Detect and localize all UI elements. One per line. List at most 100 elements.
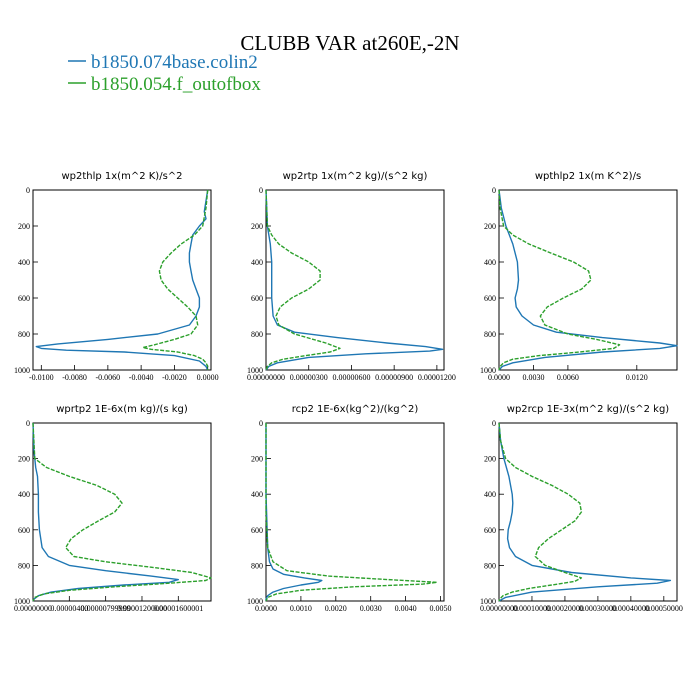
panel-1: wp2rtp 1x(m^2 kg)/(s^2 kg) 0 200 400 600 800 1…: [247, 171, 456, 382]
panel-title-1: wp2rtp 1x(m^2 kg)/(s^2 kg): [283, 171, 428, 182]
panel-title-5: wp2rcp 1E-3x(m^2 kg)/(s^2 kg): [507, 404, 670, 415]
xtick-label-0-4: -0.0020: [162, 373, 187, 382]
panel-5: wp2rcp 1E-3x(m^2 kg)/(s^2 kg) 0 200 400 600 8…: [480, 404, 683, 613]
panel-frame-5: [498, 422, 678, 602]
panel-4: rcp2 1E-6x(kg^2)/(kg^2) 0 200 400 600 800 1000…: [247, 404, 452, 613]
ytick-label-4-5: 1000: [247, 597, 263, 606]
series-line-0-0: [35, 189, 209, 371]
xtick-label-2-2: 0.0060: [557, 373, 579, 382]
ytick-label-4-4: 800: [251, 561, 263, 570]
xtick-label-3-0: 0.00000000: [14, 604, 52, 613]
series-line-4-1: [265, 423, 438, 602]
panel-frame-4: [265, 422, 445, 602]
ytick-label-5-5: 1000: [480, 597, 496, 606]
xtick-label-3-4: 0.00001600001: [153, 604, 203, 613]
series-line-2-0: [498, 189, 678, 371]
panel-0: wp2thlp 1x(m^2 K)/s^202004006008001000-0…: [14, 171, 219, 382]
xtick-label-2-1: 0.0030: [522, 373, 544, 382]
panels: wp2thlp 1x(m^2 K)/s^202004006008001000-0…: [14, 171, 683, 613]
ytick-label-4-0: 0: [259, 419, 263, 428]
ytick-label-0-2: 400: [18, 258, 30, 267]
xtick-label-5-3: 0.00030000: [579, 604, 617, 613]
panel-frame-2: [498, 189, 678, 371]
xtick-label-5-5: 0.00050000: [645, 604, 683, 613]
ytick-label-4-1: 200: [251, 455, 263, 464]
ytick-label-2-0: 0: [492, 186, 496, 195]
ytick-label-3-4: 800: [18, 561, 30, 570]
panel-3: wprtp2 1E-6x(m kg)/(s kg) 0 200 400 600 800 10…: [14, 404, 212, 613]
legend: b1850.074base.colin2 b1850.054.f_outofbo…: [68, 52, 261, 95]
xtick-label-1-2: 0.00000600: [332, 373, 370, 382]
ytick-label-0-0: 0: [26, 186, 30, 195]
ytick-label-5-3: 600: [484, 526, 496, 535]
ytick-label-1-0: 0: [259, 186, 263, 195]
xtick-label-4-3: 0.0030: [360, 604, 382, 613]
xtick-label-1-4: 0.00001200: [418, 373, 456, 382]
ytick-label-0-5: 1000: [14, 366, 30, 375]
xtick-label-5-4: 0.00040000: [612, 604, 650, 613]
xtick-label-0-3: -0.0040: [129, 373, 154, 382]
panel-frame-1: [265, 189, 445, 371]
xtick-label-1-3: 0.00000900: [375, 373, 413, 382]
series-line-1-1: [265, 189, 341, 371]
xtick-label-1-0: 0.00000000: [247, 373, 285, 382]
ytick-label-2-2: 400: [484, 258, 496, 267]
xtick-label-2-0: 0.0000: [488, 373, 510, 382]
ytick-label-3-5: 1000: [14, 597, 30, 606]
ytick-label-2-4: 800: [484, 330, 496, 339]
ytick-label-2-1: 200: [484, 222, 496, 231]
ytick-label-1-1: 200: [251, 222, 263, 231]
series-line-5-0: [498, 422, 672, 602]
panel-title-4: rcp2 1E-6x(kg^2)/(kg^2): [292, 404, 419, 415]
panel-2: wpthlp2 1x(m K^2)/s020040060080010000.00…: [480, 171, 678, 382]
xtick-label-0-2: -0.0060: [96, 373, 121, 382]
xtick-label-5-2: 0.00020000: [546, 604, 584, 613]
xtick-label-4-0: 0.0000: [255, 604, 277, 613]
ytick-label-5-2: 400: [484, 490, 496, 499]
ytick-label-3-2: 400: [18, 490, 30, 499]
xtick-label-5-0: 0.00000000: [480, 604, 518, 613]
series-line-2-1: [498, 189, 621, 371]
series-line-4-0: [265, 423, 323, 601]
panel-frame-0: [32, 189, 212, 371]
ytick-label-5-4: 800: [484, 561, 496, 570]
ytick-label-4-3: 600: [251, 526, 263, 535]
ytick-label-3-0: 0: [26, 419, 30, 428]
ytick-label-1-2: 400: [251, 258, 263, 267]
ytick-label-3-1: 200: [18, 455, 30, 464]
ytick-label-2-3: 600: [484, 294, 496, 303]
ytick-label-5-0: 0: [492, 419, 496, 428]
xtick-label-3-3: 0.00001200000: [117, 604, 167, 613]
ytick-label-1-4: 800: [251, 330, 263, 339]
series-line-3-0: [32, 422, 179, 602]
xtick-label-0-5: 0.0000: [197, 373, 219, 382]
ytick-label-0-1: 200: [18, 222, 30, 231]
series-line-0-1: [142, 189, 209, 370]
xtick-label-3-2: 0.00000799999: [81, 604, 131, 613]
ytick-label-1-5: 1000: [247, 366, 263, 375]
xtick-label-3-1: 0.00000400: [50, 604, 88, 613]
panel-title-3: wprtp2 1E-6x(m kg)/(s kg): [56, 404, 188, 415]
ytick-label-0-3: 600: [18, 294, 30, 303]
xtick-label-5-1: 0.00010000: [513, 604, 551, 613]
xtick-label-4-1: 0.0010: [290, 604, 312, 613]
panel-frame-3: [32, 422, 212, 602]
ytick-label-3-3: 600: [18, 526, 30, 535]
xtick-label-4-4: 0.0040: [395, 604, 417, 613]
ytick-label-2-5: 1000: [480, 366, 496, 375]
xtick-label-4-5: 0.0050: [430, 604, 452, 613]
xtick-label-4-2: 0.0020: [325, 604, 347, 613]
series-line-5-1: [498, 422, 583, 602]
ytick-label-5-1: 200: [484, 455, 496, 464]
ytick-label-1-3: 600: [251, 294, 263, 303]
series-line-3-1: [32, 422, 212, 602]
legend-label-0: b1850.074base.colin2: [91, 52, 258, 73]
xtick-label-1-1: 0.00000300: [290, 373, 328, 382]
figure-title: CLUBB VAR at260E,-2N: [240, 31, 459, 55]
series-line-1-0: [265, 189, 444, 371]
legend-label-1: b1850.054.f_outofbox: [91, 74, 261, 95]
ytick-label-0-4: 800: [18, 330, 30, 339]
panel-title-0: wp2thlp 1x(m^2 K)/s^2: [61, 171, 182, 182]
xtick-label-0-0: -0.0100: [29, 373, 54, 382]
